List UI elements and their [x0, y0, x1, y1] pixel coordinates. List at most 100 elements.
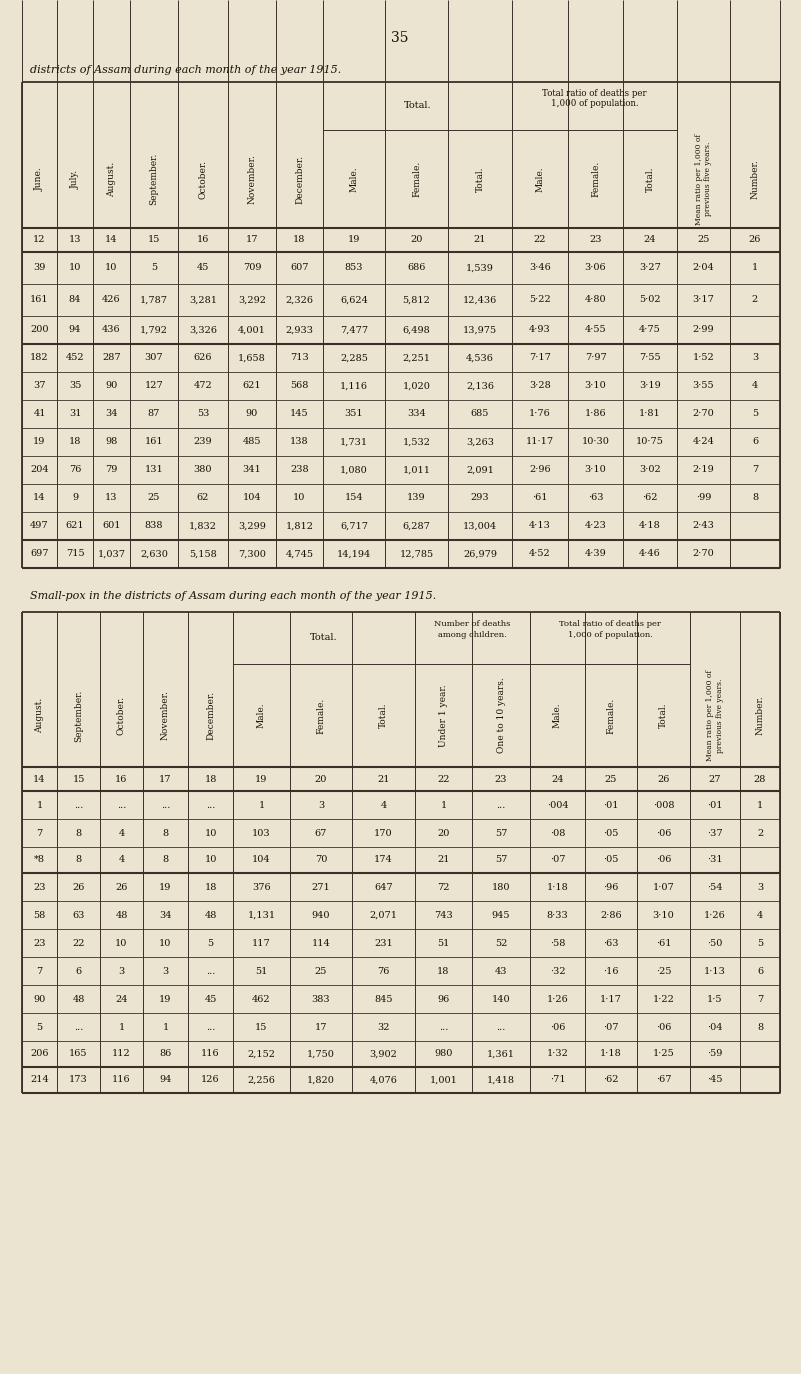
Text: 34: 34	[105, 409, 118, 419]
Text: 2,933: 2,933	[285, 326, 313, 334]
Text: 2·99: 2·99	[693, 326, 714, 334]
Text: 18: 18	[69, 437, 81, 447]
Text: ·05: ·05	[603, 856, 618, 864]
Text: Total.: Total.	[646, 166, 654, 192]
Text: 25: 25	[605, 775, 618, 783]
Text: 10·75: 10·75	[636, 437, 664, 447]
Text: 62: 62	[197, 493, 209, 503]
Text: ...: ...	[117, 801, 127, 809]
Text: 31: 31	[69, 409, 81, 419]
Text: 67: 67	[315, 829, 327, 838]
Text: 7,477: 7,477	[340, 326, 368, 334]
Text: 84: 84	[69, 295, 81, 305]
Text: 4·46: 4·46	[639, 550, 661, 558]
Text: 4·80: 4·80	[585, 295, 606, 305]
Text: 940: 940	[312, 911, 330, 919]
Text: 26: 26	[749, 235, 761, 245]
Text: December.: December.	[206, 691, 215, 741]
Text: 647: 647	[374, 882, 392, 892]
Text: 45: 45	[204, 995, 217, 1003]
Text: August.: August.	[107, 161, 116, 196]
Text: 685: 685	[471, 409, 489, 419]
Text: 2,136: 2,136	[466, 382, 494, 390]
Text: 1·52: 1·52	[693, 353, 714, 363]
Text: September.: September.	[74, 690, 83, 742]
Text: 1,020: 1,020	[403, 382, 430, 390]
Text: 41: 41	[34, 409, 46, 419]
Text: 7: 7	[757, 995, 763, 1003]
Text: ·71: ·71	[549, 1076, 566, 1084]
Text: 57: 57	[495, 829, 507, 838]
Text: ...: ...	[206, 966, 215, 976]
Text: Total.: Total.	[310, 633, 338, 643]
Text: ·63: ·63	[588, 493, 603, 503]
Text: 10: 10	[159, 938, 171, 948]
Text: 6,287: 6,287	[403, 522, 430, 530]
Text: 1,037: 1,037	[98, 550, 126, 558]
Text: 2·96: 2·96	[529, 466, 551, 474]
Text: 161: 161	[145, 437, 163, 447]
Text: 1·86: 1·86	[585, 409, 606, 419]
Text: 5: 5	[757, 938, 763, 948]
Text: 2,152: 2,152	[248, 1050, 276, 1058]
Text: 743: 743	[434, 911, 453, 919]
Text: 4: 4	[752, 382, 758, 390]
Text: 1·25: 1·25	[653, 1050, 674, 1058]
Text: 20: 20	[410, 235, 423, 245]
Text: 601: 601	[103, 522, 121, 530]
Text: ·004: ·004	[547, 801, 569, 809]
Text: 7·17: 7·17	[529, 353, 551, 363]
Text: ·06: ·06	[549, 1022, 566, 1032]
Text: ·99: ·99	[696, 493, 711, 503]
Text: Total ratio of deaths per: Total ratio of deaths per	[559, 620, 661, 628]
Text: 7·55: 7·55	[639, 353, 661, 363]
Text: 621: 621	[66, 522, 84, 530]
Text: 380: 380	[194, 466, 212, 474]
Text: 14,194: 14,194	[337, 550, 371, 558]
Text: ·45: ·45	[707, 1076, 723, 1084]
Text: 1,011: 1,011	[402, 466, 430, 474]
Text: 287: 287	[103, 353, 121, 363]
Text: 17: 17	[315, 1022, 328, 1032]
Text: 462: 462	[252, 995, 271, 1003]
Text: 126: 126	[201, 1076, 219, 1084]
Text: 1: 1	[441, 801, 447, 809]
Text: 45: 45	[197, 264, 209, 272]
Text: 5: 5	[36, 1022, 42, 1032]
Text: ·16: ·16	[603, 966, 618, 976]
Text: August.: August.	[35, 698, 44, 734]
Text: ...: ...	[497, 801, 505, 809]
Text: 2,285: 2,285	[340, 353, 368, 363]
Text: 28: 28	[754, 775, 767, 783]
Text: 16: 16	[197, 235, 209, 245]
Text: 14: 14	[105, 235, 118, 245]
Text: 11·17: 11·17	[526, 437, 554, 447]
Text: 19: 19	[34, 437, 46, 447]
Text: 10: 10	[69, 264, 81, 272]
Text: 13: 13	[69, 235, 81, 245]
Text: 154: 154	[344, 493, 364, 503]
Text: Total.: Total.	[404, 102, 431, 110]
Text: September.: September.	[150, 153, 159, 205]
Text: ·62: ·62	[642, 493, 658, 503]
Text: 116: 116	[201, 1050, 219, 1058]
Text: July.: July.	[70, 169, 79, 188]
Text: November.: November.	[161, 691, 170, 741]
Text: 3·19: 3·19	[639, 382, 661, 390]
Text: 26: 26	[72, 882, 85, 892]
Text: 8: 8	[752, 493, 758, 503]
Text: 497: 497	[30, 522, 49, 530]
Text: 57: 57	[495, 856, 507, 864]
Text: 87: 87	[148, 409, 160, 419]
Text: 3,326: 3,326	[189, 326, 217, 334]
Text: ·06: ·06	[656, 1022, 671, 1032]
Text: 170: 170	[374, 829, 392, 838]
Text: 173: 173	[69, 1076, 88, 1084]
Text: 5·02: 5·02	[639, 295, 661, 305]
Text: 3: 3	[757, 882, 763, 892]
Text: One to 10 years.: One to 10 years.	[497, 677, 505, 753]
Text: 1·26: 1·26	[546, 995, 569, 1003]
Text: 7: 7	[752, 466, 758, 474]
Text: 4·75: 4·75	[639, 326, 661, 334]
Text: 485: 485	[243, 437, 261, 447]
